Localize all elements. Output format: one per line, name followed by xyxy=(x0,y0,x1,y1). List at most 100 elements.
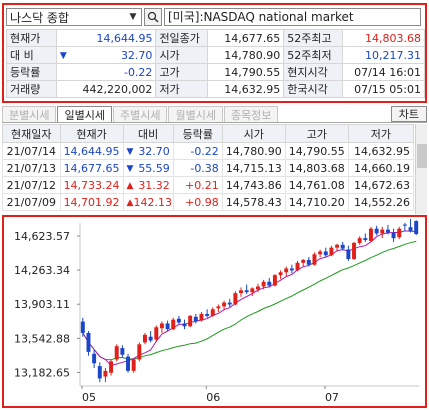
low-cell: 14,552.26 xyxy=(347,193,415,211)
tab-4[interactable]: 월별시세 xyxy=(168,106,223,122)
candle-body xyxy=(233,293,238,305)
candle-body xyxy=(255,286,260,290)
candle-body xyxy=(114,346,119,360)
tab-1[interactable]: 분별시세 xyxy=(2,106,57,122)
quote-value-text: 14,677.65 xyxy=(224,31,281,45)
high-cell: 14,790.55 xyxy=(284,142,349,160)
price-cell: 14,701.92 xyxy=(59,193,124,211)
column-header[interactable]: 저가 xyxy=(347,124,415,143)
date-cell: 21/07/13 xyxy=(2,159,61,177)
candle-body xyxy=(374,228,379,234)
change-value: 32.70 xyxy=(138,144,170,158)
candle xyxy=(165,320,170,332)
candle-body xyxy=(239,290,244,294)
quote-value: -0.22 xyxy=(55,63,157,81)
candle-body xyxy=(363,238,368,241)
candle-body xyxy=(306,259,311,265)
candle-body xyxy=(137,344,142,360)
tab-2[interactable]: 일별시세 xyxy=(57,106,112,122)
candle-body xyxy=(278,272,283,276)
high-cell: 14,761.08 xyxy=(284,176,349,194)
quote-value: 14,803.68 xyxy=(341,29,426,47)
candle xyxy=(92,349,97,368)
y-tick-label: 14,263.34 xyxy=(14,264,70,277)
search-button[interactable] xyxy=(144,8,162,26)
candle-body xyxy=(284,268,289,273)
candle-body xyxy=(385,229,390,233)
market-select[interactable]: 나스닥 종합 ▼ xyxy=(6,8,142,26)
candle xyxy=(272,274,277,287)
candle xyxy=(329,245,334,257)
up-arrow-icon: ▲ xyxy=(126,197,134,208)
candle xyxy=(193,313,198,324)
candle-body xyxy=(318,251,323,255)
quote-label: 시가 xyxy=(155,46,209,64)
quote-value: 14,644.95 xyxy=(55,29,157,47)
column-header[interactable]: 등락률 xyxy=(172,124,223,143)
column-header[interactable]: 대비 xyxy=(122,124,174,143)
chevron-down-icon[interactable]: ▼ xyxy=(129,12,137,22)
candle-body xyxy=(289,268,294,271)
table-row[interactable]: 21/07/13 14,677.65 ▼ 55.59 -0.38 14,715.13 14,… xyxy=(2,159,415,177)
candle xyxy=(120,345,125,358)
candle xyxy=(114,344,119,362)
tab-bar: 분별시세 일별시세 주별시세 월별시세 종목정보 차트 xyxy=(2,106,427,123)
candle xyxy=(199,312,204,322)
x-tick-label: 05 xyxy=(82,391,96,404)
table-row[interactable]: 21/07/12 14,733.24 ▲ 31.32 +0.21 14,743.86 14,… xyxy=(2,176,415,194)
chart-button[interactable]: 차트 xyxy=(390,106,427,122)
column-header[interactable]: 고가 xyxy=(284,124,349,143)
price-chart: 14,623.57 14,263.34 13,903.11 13,542.88 13,1… xyxy=(2,215,427,408)
scrollbar-thumb[interactable] xyxy=(417,144,427,168)
candle-body xyxy=(210,309,215,316)
candle-body xyxy=(301,259,306,263)
candle-body xyxy=(165,323,170,330)
candle-body xyxy=(103,370,108,377)
vertical-scrollbar[interactable] xyxy=(415,124,427,214)
quote-label: 현지시각 xyxy=(283,63,343,81)
table-row[interactable]: 21/07/09 14,701.92 ▲ 142.13 +0.98 14,578.43 14… xyxy=(2,193,415,211)
candle xyxy=(205,309,210,318)
candle xyxy=(278,270,283,279)
candle-body xyxy=(86,332,91,352)
quote-label: 거래량 xyxy=(6,80,57,98)
column-header[interactable]: 시가 xyxy=(221,124,286,143)
candle-body xyxy=(397,228,402,238)
quote-value-text: 32.70 xyxy=(120,48,153,62)
column-header[interactable]: 현재가 xyxy=(59,124,124,143)
quote-label: 현재가 xyxy=(6,29,57,47)
candle xyxy=(340,241,345,251)
candle-body xyxy=(92,353,97,364)
candle xyxy=(171,317,176,331)
candle xyxy=(357,236,362,245)
rate-cell: -0.22 xyxy=(172,142,223,160)
candle xyxy=(284,266,289,277)
date-cell: 21/07/14 xyxy=(2,142,61,160)
candle xyxy=(397,226,402,240)
candle-body xyxy=(182,323,187,327)
candle-body xyxy=(357,238,362,243)
change-cell: ▼ 55.59 xyxy=(122,159,174,177)
quote-value-text: -0.22 xyxy=(123,65,153,79)
candle xyxy=(380,226,385,239)
quote-row: 거래량 442,220,002 저가 14,632.95 한국시각 07/15 05:01 xyxy=(6,80,426,98)
rate-cell: +0.98 xyxy=(172,193,223,211)
candle xyxy=(109,359,114,376)
candle-body xyxy=(402,224,407,226)
y-tick-label: 13,903.11 xyxy=(14,298,70,311)
change-value: 55.59 xyxy=(138,161,170,175)
candle xyxy=(385,224,390,235)
tab-3[interactable]: 주별시세 xyxy=(112,106,168,122)
high-cell: 14,710.20 xyxy=(284,193,349,211)
candle-body xyxy=(227,302,232,305)
quote-label: 전일종가 xyxy=(155,29,209,47)
table-row[interactable]: 21/07/14 14,644.95 ▼ 32.70 -0.22 14,780.90 14,… xyxy=(2,142,415,160)
candle-body xyxy=(261,281,266,287)
tab-5[interactable]: 종목정보 xyxy=(223,106,279,122)
candle xyxy=(227,298,232,308)
column-header[interactable]: 현재일자 xyxy=(2,124,61,143)
candle-body xyxy=(346,249,351,260)
candle-body xyxy=(80,321,85,333)
change-value: 142.13 xyxy=(133,195,172,209)
candle xyxy=(312,252,317,266)
